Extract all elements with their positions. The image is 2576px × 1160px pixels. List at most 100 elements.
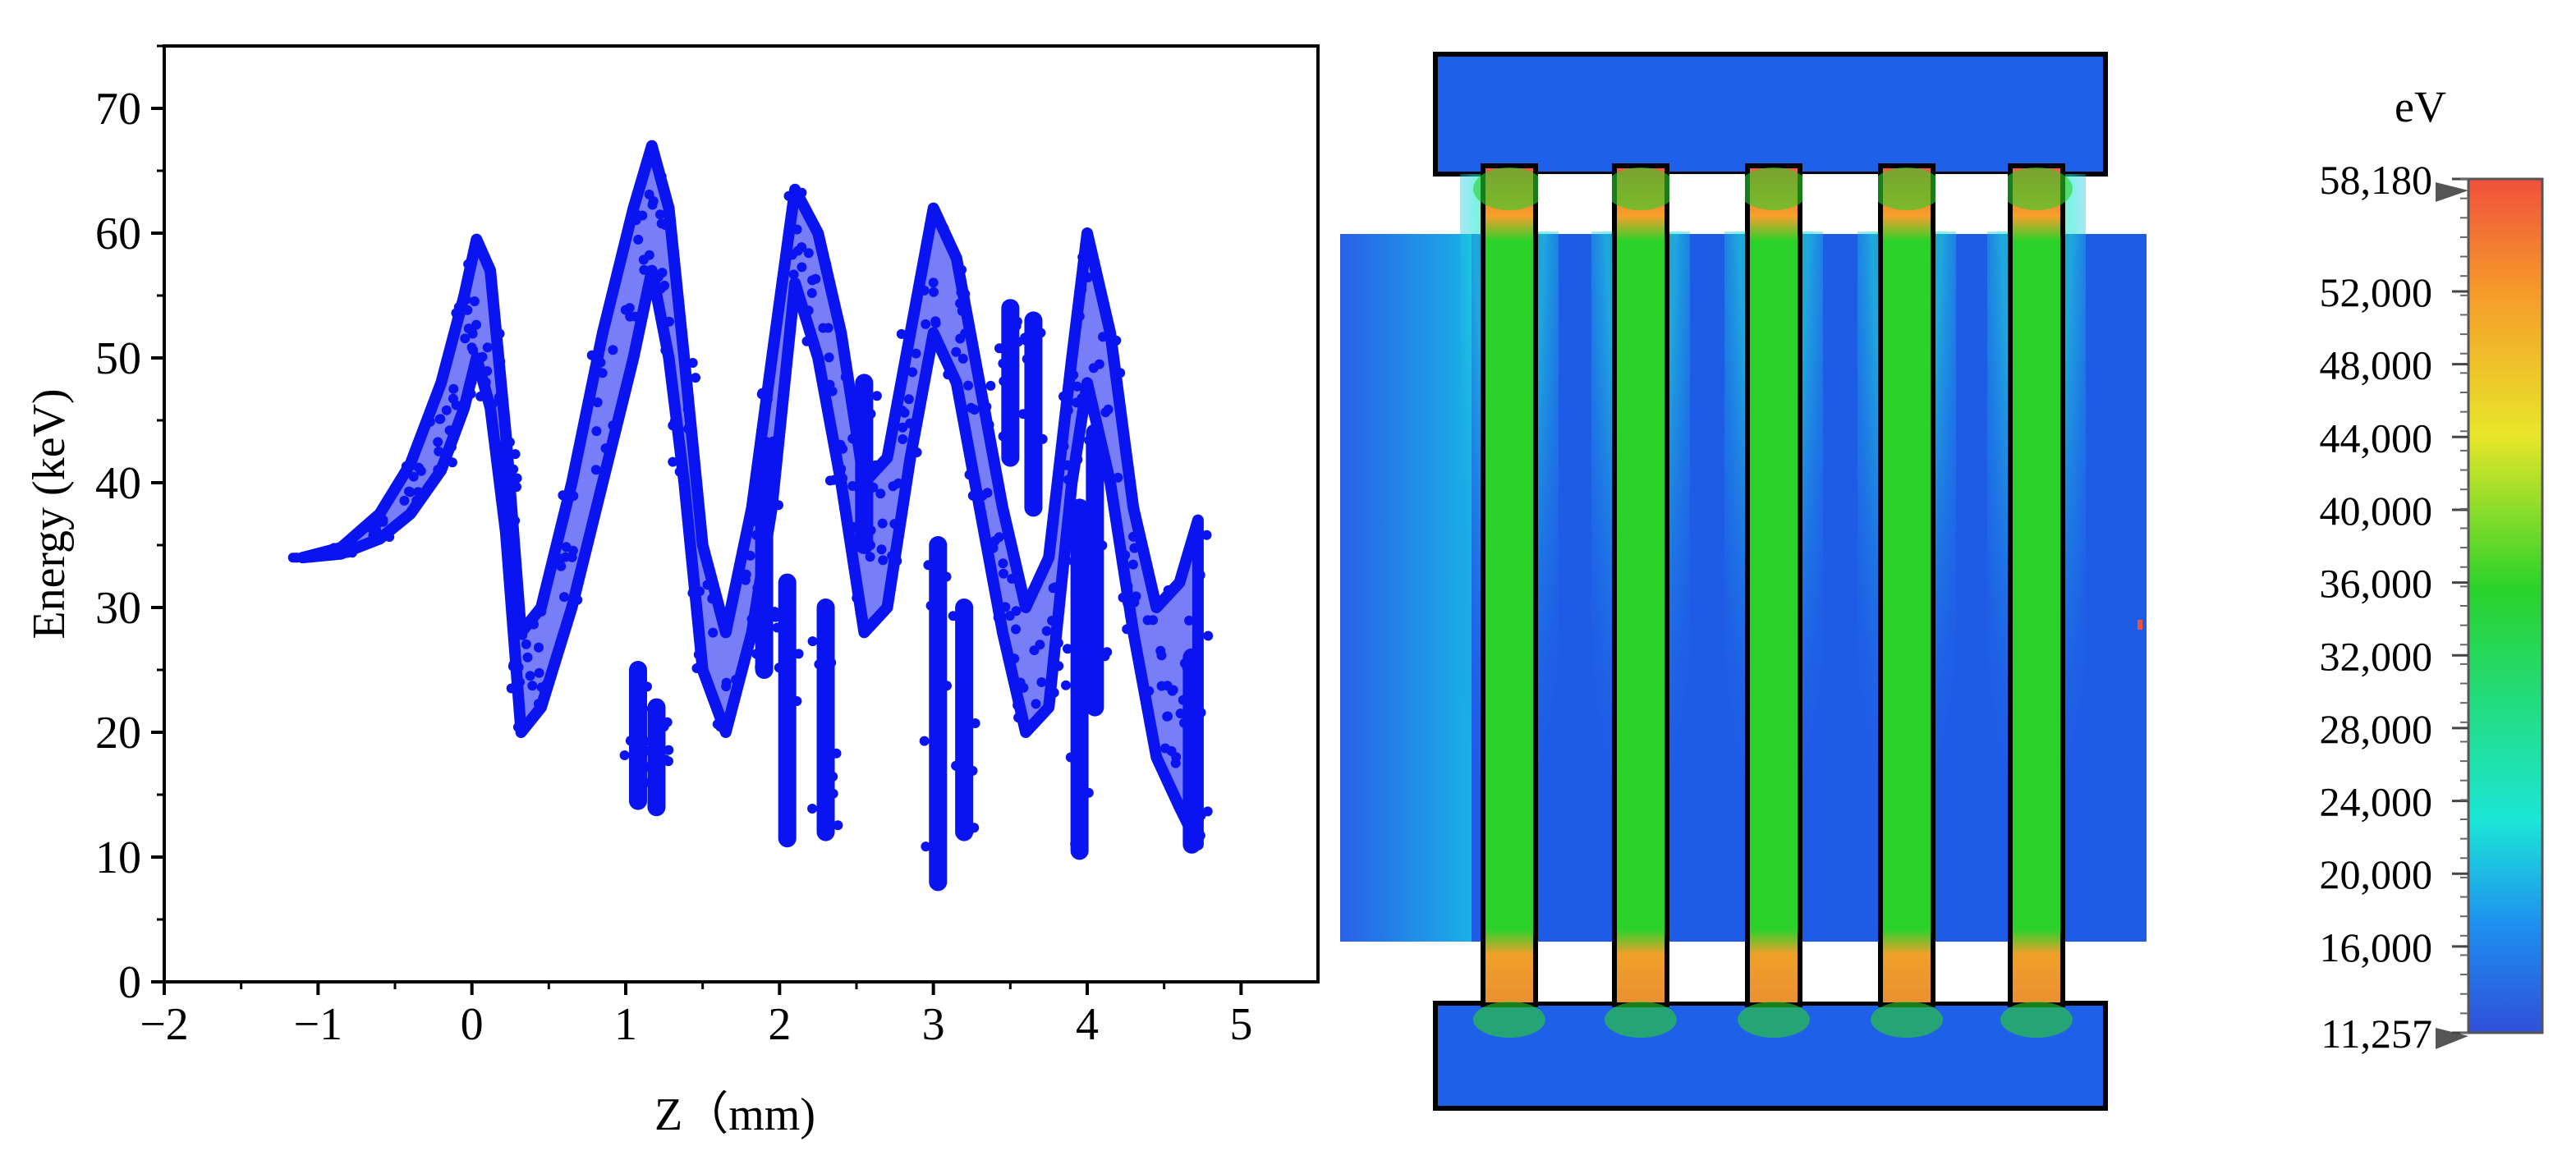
data-point bbox=[644, 189, 654, 199]
data-point bbox=[1065, 752, 1076, 763]
data-point bbox=[969, 823, 980, 833]
data-point bbox=[297, 552, 308, 563]
x-tick-label: −1 bbox=[294, 999, 343, 1050]
data-point bbox=[999, 568, 1008, 579]
data-point bbox=[919, 285, 930, 296]
data-point bbox=[877, 518, 888, 529]
data-point bbox=[942, 681, 952, 691]
data-point bbox=[657, 268, 668, 278]
data-point bbox=[925, 600, 936, 611]
data-point bbox=[512, 473, 522, 484]
data-point bbox=[469, 296, 480, 306]
data-point bbox=[998, 358, 1008, 369]
data-point bbox=[640, 736, 650, 747]
y-tick-label: 10 bbox=[95, 832, 141, 883]
data-point bbox=[691, 373, 700, 383]
data-point bbox=[721, 681, 732, 692]
scatter-points bbox=[287, 140, 1214, 892]
data-point bbox=[1102, 647, 1113, 658]
data-point bbox=[1047, 616, 1058, 626]
data-point bbox=[921, 841, 931, 852]
data-point bbox=[803, 248, 814, 259]
x-tick-label: 0 bbox=[461, 999, 484, 1050]
data-point bbox=[411, 495, 422, 506]
y-tick-label: 30 bbox=[95, 583, 141, 634]
data-point bbox=[833, 820, 843, 831]
data-point bbox=[821, 259, 832, 270]
data-point bbox=[595, 357, 606, 368]
data-point bbox=[572, 594, 583, 605]
data-point bbox=[774, 500, 783, 511]
data-point bbox=[1148, 615, 1159, 626]
data-point bbox=[660, 220, 671, 230]
data-point bbox=[1182, 662, 1192, 672]
data-point bbox=[957, 264, 967, 275]
data-point bbox=[929, 214, 939, 225]
data-point bbox=[659, 280, 670, 291]
data-point bbox=[1054, 607, 1065, 617]
data-point bbox=[591, 426, 602, 437]
data-point bbox=[994, 343, 1004, 354]
data-point bbox=[1097, 540, 1108, 551]
data-point bbox=[637, 210, 648, 221]
data-point bbox=[655, 209, 665, 220]
data-point bbox=[490, 341, 501, 351]
data-point bbox=[797, 262, 807, 273]
data-point bbox=[957, 353, 968, 364]
data-point bbox=[932, 854, 943, 864]
data-point bbox=[1080, 239, 1091, 250]
data-point bbox=[304, 552, 315, 563]
data-point bbox=[871, 391, 882, 401]
data-point bbox=[404, 486, 414, 497]
data-point bbox=[664, 745, 674, 755]
data-point bbox=[659, 722, 669, 732]
data-point bbox=[1192, 600, 1203, 611]
colorbar-tick-label: 40,000 bbox=[2320, 488, 2433, 534]
data-point bbox=[687, 358, 698, 368]
data-point bbox=[769, 607, 780, 617]
data-point bbox=[590, 465, 601, 475]
data-point bbox=[939, 222, 949, 233]
data-point bbox=[956, 287, 967, 298]
data-point bbox=[1063, 475, 1073, 485]
data-point bbox=[494, 392, 504, 402]
data-point bbox=[870, 460, 881, 470]
data-point bbox=[559, 592, 569, 603]
data-point bbox=[462, 305, 473, 315]
data-point bbox=[1000, 602, 1011, 612]
data-point bbox=[652, 163, 663, 172]
data-point bbox=[1094, 359, 1104, 369]
data-point bbox=[803, 305, 814, 316]
data-point bbox=[788, 269, 799, 280]
data-point bbox=[517, 630, 528, 640]
data-point bbox=[1163, 711, 1173, 722]
data-point bbox=[631, 766, 641, 777]
data-point bbox=[290, 552, 300, 563]
data-point bbox=[745, 550, 755, 561]
data-point bbox=[482, 342, 493, 353]
data-point bbox=[1184, 615, 1195, 626]
top-plate-hotspot bbox=[1738, 167, 1810, 210]
data-point bbox=[597, 368, 608, 378]
data-point bbox=[981, 401, 992, 412]
data-point bbox=[928, 277, 939, 288]
data-point bbox=[755, 662, 765, 672]
data-point bbox=[810, 273, 821, 284]
data-point bbox=[905, 418, 916, 429]
data-point bbox=[510, 449, 521, 460]
data-point bbox=[668, 420, 678, 431]
data-point bbox=[1201, 530, 1212, 540]
data-point bbox=[1083, 787, 1094, 798]
data-point bbox=[466, 325, 477, 336]
data-point bbox=[807, 804, 818, 814]
data-point bbox=[1129, 543, 1140, 553]
data-point bbox=[1100, 407, 1111, 418]
data-point bbox=[907, 367, 918, 378]
data-point bbox=[929, 287, 939, 297]
data-point bbox=[425, 416, 435, 427]
data-point bbox=[852, 593, 862, 603]
colorbar-tick-label: 20,000 bbox=[2320, 851, 2433, 897]
data-point bbox=[342, 548, 353, 558]
data-point bbox=[1115, 407, 1126, 418]
data-point bbox=[1058, 441, 1069, 452]
